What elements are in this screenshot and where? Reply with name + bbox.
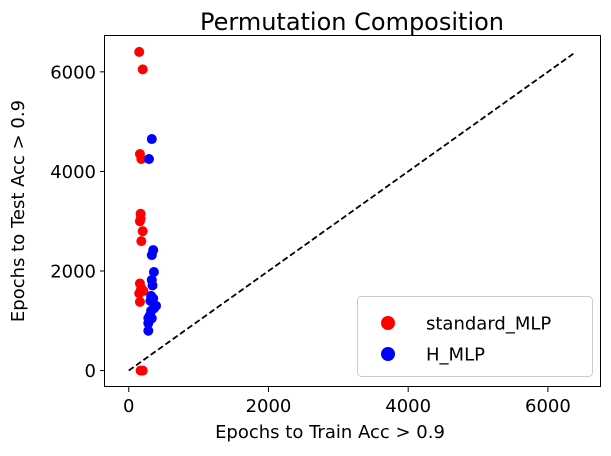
y-tick-label: 2000	[50, 261, 96, 282]
data-point-standard-mlp	[136, 236, 147, 247]
y-tick-label: 6000	[50, 62, 96, 83]
data-point-standard-mlp	[136, 153, 147, 164]
data-point-standard-mlp	[137, 226, 148, 237]
y-axis-ticks: 0 2000 4000 6000	[50, 62, 105, 382]
legend-marker-h-mlp	[381, 347, 395, 361]
data-point-h-mlp	[148, 266, 159, 277]
data-point-h-mlp	[143, 325, 154, 336]
reference-diagonal-line	[128, 51, 577, 372]
data-point-standard-mlp	[134, 288, 145, 299]
y-tick-label: 4000	[50, 162, 96, 183]
legend-box	[357, 296, 593, 377]
x-tick-label: 2000	[246, 396, 292, 417]
y-tick-label: 0	[85, 361, 96, 382]
y-axis-label: Epochs to Test Acc > 0.9	[8, 100, 29, 322]
legend-marker-standard-mlp	[381, 316, 395, 330]
x-axis-ticks: 0 2000 4000 6000	[123, 387, 571, 417]
x-tick-label: 4000	[385, 396, 431, 417]
data-point-standard-mlp	[134, 46, 145, 57]
legend-label-h-mlp: H_MLP	[426, 345, 485, 366]
data-point-h-mlp	[143, 318, 154, 329]
data-point-h-mlp	[147, 280, 158, 291]
x-tick-label: 0	[123, 396, 134, 417]
data-point-standard-mlp	[135, 365, 146, 376]
plot-area-frame	[104, 35, 601, 387]
legend: standard_MLP H_MLP	[357, 296, 593, 377]
data-point-standard-mlp	[137, 64, 148, 75]
chart-title: Permutation Composition	[200, 8, 504, 36]
data-point-h-mlp	[146, 134, 157, 145]
data-point-standard-mlp	[134, 296, 145, 307]
data-point-h-mlp	[144, 153, 155, 164]
legend-label-standard-mlp: standard_MLP	[426, 314, 551, 335]
x-axis-label: Epochs to Train Acc > 0.9	[215, 422, 445, 443]
data-point-h-mlp	[146, 250, 157, 261]
x-tick-label: 6000	[525, 396, 571, 417]
data-point-standard-mlp	[135, 213, 146, 224]
data-points	[134, 46, 161, 376]
